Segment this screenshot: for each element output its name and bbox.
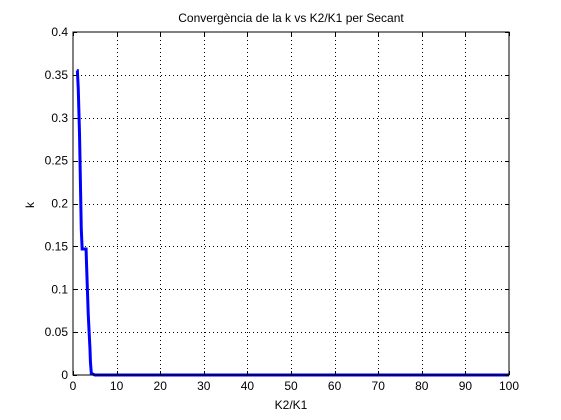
x-tick-label: 40 xyxy=(241,379,255,393)
x-tick-label: 10 xyxy=(110,379,124,393)
y-tick-label: 0.15 xyxy=(45,239,69,253)
chart-title: Convergència de la k vs K2/K1 per Secant xyxy=(178,11,404,25)
y-tick-label: 0.25 xyxy=(45,154,69,168)
y-tick-labels: 0 0.05 0.1 0.15 0.2 0.25 0.3 0.35 0.4 xyxy=(45,25,69,382)
y-tick-label: 0 xyxy=(61,368,68,382)
ticks xyxy=(73,32,510,376)
y-tick-label: 0.1 xyxy=(51,282,68,296)
x-tick-label: 30 xyxy=(197,379,211,393)
series-line xyxy=(75,69,509,377)
y-tick-label: 0.4 xyxy=(51,25,68,39)
y-tick-label: 0.2 xyxy=(51,197,68,211)
x-tick-label: 60 xyxy=(328,379,342,393)
grid xyxy=(73,32,509,375)
x-tick-label: 0 xyxy=(70,379,77,393)
x-tick-labels: 0 10 20 30 40 50 60 70 80 90 100 xyxy=(70,379,520,393)
x-tick-label: 100 xyxy=(499,379,519,393)
plot-area xyxy=(73,32,509,375)
y-tick-label: 0.05 xyxy=(45,325,69,339)
x-tick-label: 80 xyxy=(415,379,429,393)
series-group xyxy=(75,69,509,377)
y-tick-label: 0.35 xyxy=(45,68,69,82)
x-tick-label: 20 xyxy=(154,379,168,393)
y-axis-label: k xyxy=(23,201,37,208)
x-tick-label: 50 xyxy=(284,379,298,393)
x-axis-label: K2/K1 xyxy=(275,398,308,412)
x-tick-label: 70 xyxy=(372,379,386,393)
x-tick-label: 90 xyxy=(459,379,473,393)
y-tick-label: 0.3 xyxy=(51,111,68,125)
